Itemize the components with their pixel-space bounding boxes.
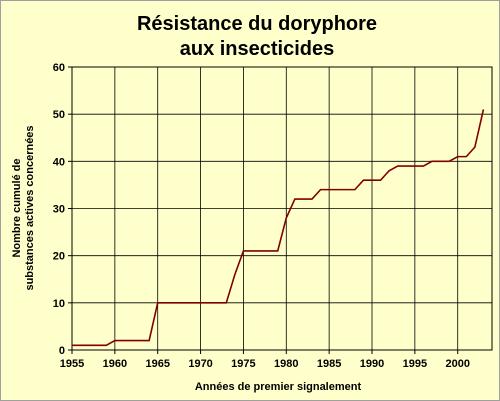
x-tick-label: 1990	[360, 358, 384, 370]
y-tick-label: 20	[53, 251, 65, 263]
y-tick-label: 30	[53, 204, 65, 216]
y-axis-label-line-2: substances actives concernées	[24, 125, 36, 290]
series-line	[72, 109, 485, 347]
y-tick-label: 10	[53, 298, 65, 310]
x-tick-label: 1965	[145, 358, 169, 370]
y-tick-label: 0	[59, 345, 65, 357]
x-tick-label: 2000	[445, 358, 469, 370]
x-axis-label: Années de premier signalement	[195, 381, 362, 393]
x-tick-label: 1960	[103, 358, 127, 370]
y-tick-label: 40	[53, 156, 65, 168]
x-tick-label: 1955	[60, 358, 84, 370]
y-axis-label-line-1: Nombre cumulé de	[11, 158, 23, 257]
x-tick-label: 1970	[188, 358, 212, 370]
y-tick-label: 60	[53, 62, 65, 74]
y-axis-label: Nombre cumulé de substances actives conc…	[11, 125, 36, 290]
chart-title-line-1: Résistance du doryphore	[137, 13, 377, 35]
y-tick-label: 50	[53, 109, 65, 121]
x-tick-label: 1975	[231, 358, 255, 370]
x-tick-label: 1980	[274, 358, 298, 370]
x-tick-label: 1995	[403, 358, 427, 370]
x-tick-label: 1985	[317, 358, 341, 370]
y-axis-ticks: 0 10 20 30 40 50 60	[53, 62, 72, 357]
chart-title-line-2: aux insecticides	[180, 38, 335, 60]
x-axis-ticks: 1955 1960 1965 1970 1975 1980 1985 1990 1995 2000	[60, 350, 470, 370]
